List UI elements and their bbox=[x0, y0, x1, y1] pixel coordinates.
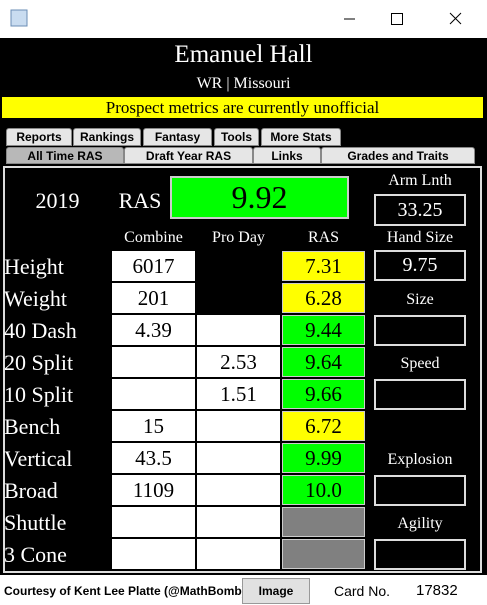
pro-day-cell bbox=[197, 475, 280, 505]
ras-cell: 10.0 bbox=[282, 475, 365, 505]
row-label: 20 Split bbox=[4, 350, 74, 375]
arm-length-label: Arm Lnth bbox=[388, 172, 452, 189]
year: 2019 bbox=[35, 188, 80, 213]
pro-day-cell bbox=[197, 443, 280, 473]
credit: Courtesy of Kent Lee Platte (@MathBomb) bbox=[4, 584, 246, 598]
row-label: Broad bbox=[4, 478, 58, 503]
card-number: 17832 bbox=[416, 582, 458, 599]
row-label: Shuttle bbox=[4, 510, 67, 535]
maximize-button[interactable] bbox=[391, 13, 403, 25]
section-label: Agility bbox=[397, 515, 443, 532]
tab[interactable]: Grades and Traits bbox=[321, 147, 475, 164]
section-box bbox=[374, 539, 466, 570]
combine-cell: 1109 bbox=[112, 475, 195, 505]
row-label: Vertical bbox=[4, 446, 73, 471]
section-label: Explosion bbox=[387, 451, 453, 468]
player-name: Emanuel Hall bbox=[174, 41, 313, 68]
combine-cell bbox=[112, 507, 195, 537]
hand-size-label: Hand Size bbox=[386, 229, 454, 246]
ras-cell: 6.28 bbox=[282, 283, 365, 313]
tab[interactable]: More Stats bbox=[261, 128, 341, 146]
ras-cell: 9.99 bbox=[282, 443, 365, 473]
panel bbox=[3, 166, 482, 573]
pro-day-cell bbox=[197, 507, 280, 537]
pro-day-cell bbox=[197, 539, 280, 569]
tab[interactable]: All Time RAS bbox=[6, 147, 124, 164]
tab[interactable]: Tools bbox=[214, 128, 259, 146]
combine-cell: 4.39 bbox=[112, 315, 195, 345]
tab[interactable]: Reports bbox=[6, 128, 72, 146]
section-box bbox=[374, 379, 466, 410]
ras-cell: 9.44 bbox=[282, 315, 365, 345]
ras-cell: 9.64 bbox=[282, 347, 365, 377]
row-label: Weight bbox=[4, 286, 67, 311]
row-label: 3 Cone bbox=[4, 542, 67, 567]
ras-cell bbox=[282, 507, 365, 537]
section-box bbox=[374, 475, 466, 506]
ras-score: 9.92 bbox=[170, 176, 349, 219]
pro-day-cell bbox=[197, 315, 280, 345]
ras-cell: 7.31 bbox=[282, 251, 365, 281]
tab[interactable]: Links bbox=[253, 147, 321, 164]
combine-cell: 201 bbox=[112, 283, 195, 313]
section-label: Size bbox=[406, 291, 434, 308]
close-button[interactable] bbox=[449, 12, 462, 25]
column-header: Combine bbox=[124, 229, 183, 246]
row-label: 40 Dash bbox=[4, 318, 77, 343]
column-header: Pro Day bbox=[212, 229, 265, 246]
row-label: 10 Split bbox=[4, 382, 74, 407]
row-label: Height bbox=[4, 254, 64, 279]
ras-cell: 9.66 bbox=[282, 379, 365, 409]
ras-cell bbox=[282, 539, 365, 569]
ras-cell: 6.72 bbox=[282, 411, 365, 441]
combine-cell: 6017 bbox=[112, 251, 195, 281]
combine-cell: 15 bbox=[112, 411, 195, 441]
app-icon bbox=[10, 9, 28, 27]
combine-cell bbox=[112, 539, 195, 569]
arm-length: 33.25 bbox=[374, 194, 466, 226]
ras-label: RAS bbox=[118, 188, 162, 213]
pro-day-cell: 2.53 bbox=[197, 347, 280, 377]
pro-day-cell: 1.51 bbox=[197, 379, 280, 409]
combine-cell bbox=[112, 347, 195, 377]
combine-cell bbox=[112, 379, 195, 409]
title-bar-icons bbox=[10, 9, 462, 27]
section-label: Speed bbox=[400, 355, 440, 372]
combine-cell: 43.5 bbox=[112, 443, 195, 473]
card-label: Card No. bbox=[334, 583, 391, 599]
tab[interactable]: Rankings bbox=[73, 128, 141, 146]
hand-size: 9.75 bbox=[374, 250, 466, 281]
image-button[interactable]: Image bbox=[242, 578, 310, 604]
notice-bar: Prospect metrics are currently unofficia… bbox=[2, 97, 483, 118]
position-school: WR | Missouri bbox=[196, 75, 291, 92]
section-box bbox=[374, 315, 466, 346]
column-header: RAS bbox=[307, 229, 340, 246]
pro-day-cell bbox=[197, 411, 280, 441]
tab[interactable]: Fantasy bbox=[143, 128, 212, 146]
title-bar bbox=[0, 0, 487, 38]
tab[interactable]: Draft Year RAS bbox=[124, 147, 253, 164]
row-label: Bench bbox=[4, 414, 61, 439]
